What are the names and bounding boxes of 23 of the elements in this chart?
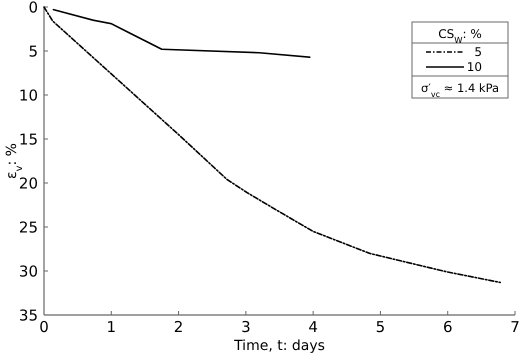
x-tick-label: 5 [376, 318, 386, 336]
legend-title: CS$_{W}$: % [438, 27, 482, 45]
y-tick-label: 5 [28, 42, 38, 60]
y-tick-label: 0 [28, 0, 38, 16]
x-tick-label: 4 [308, 318, 318, 336]
y-tick-label: 10 [18, 86, 38, 104]
legend-label: 10 [466, 60, 482, 74]
x-axis-title: Time, t: days [233, 338, 325, 354]
y-tick-label: 30 [18, 262, 38, 280]
x-tick-label: 6 [442, 318, 452, 336]
y-tick-label: 35 [18, 306, 38, 324]
y-tick-label: 15 [18, 130, 38, 148]
legend-label: 5 [474, 45, 482, 60]
y-tick-label: 20 [18, 174, 38, 192]
x-tick-label: 2 [174, 318, 184, 336]
annotation: σ′$_{vc}$ ≈ 1.4 kPa [420, 81, 500, 98]
line-series [43, 6, 501, 284]
x-tick-label: 3 [241, 318, 251, 336]
x-tick-label: 7 [510, 318, 520, 336]
y-tick-label: 25 [18, 218, 38, 236]
x-tick-label: 1 [106, 318, 116, 336]
line-series [52, 8, 311, 58]
x-tick-label: 0 [39, 318, 49, 336]
